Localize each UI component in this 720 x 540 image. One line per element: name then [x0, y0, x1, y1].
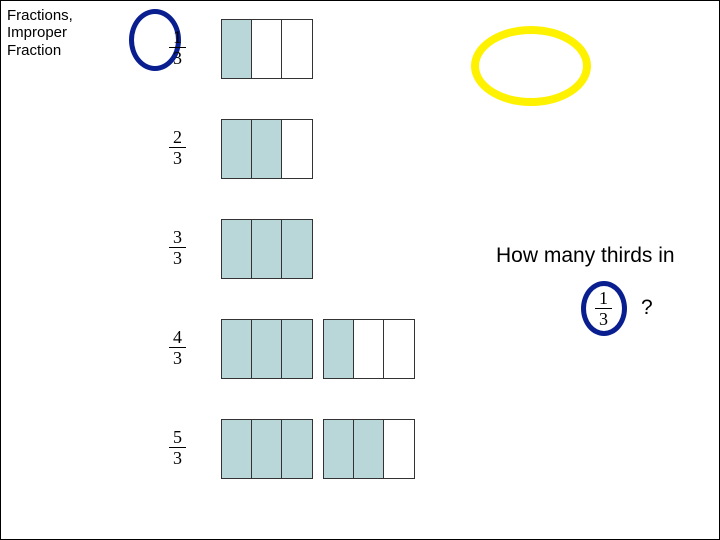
- cell-empty: [252, 20, 282, 78]
- bar-group: [221, 19, 313, 79]
- row-fraction-label: 53: [169, 428, 186, 469]
- cell-filled: [252, 420, 282, 478]
- fraction-numerator: 3: [169, 228, 186, 248]
- cell-filled: [354, 420, 384, 478]
- bar-group: [221, 319, 415, 379]
- fraction-denominator: 3: [169, 448, 186, 467]
- title-line1: Fractions,: [7, 7, 73, 24]
- cell-filled: [324, 420, 354, 478]
- cell-filled: [222, 20, 252, 78]
- cell-empty: [384, 420, 414, 478]
- fraction-bar: [221, 419, 313, 479]
- row-fraction-label: 23: [169, 128, 186, 169]
- row-fraction-label: 13: [169, 28, 186, 69]
- cell-filled: [252, 120, 282, 178]
- fraction-denominator: 3: [169, 48, 186, 67]
- bar-group: [221, 119, 313, 179]
- cell-empty: [384, 320, 414, 378]
- question-frac-den: 3: [595, 309, 612, 328]
- cell-filled: [222, 420, 252, 478]
- fraction-denominator: 3: [169, 248, 186, 267]
- bar-group: [221, 219, 313, 279]
- fraction-bar: [221, 219, 313, 279]
- cell-filled: [282, 220, 312, 278]
- title-line3: Fraction: [7, 42, 61, 59]
- fraction-denominator: 3: [169, 348, 186, 367]
- cell-filled: [282, 320, 312, 378]
- fraction-bar: [323, 319, 415, 379]
- fraction-numerator: 5: [169, 428, 186, 448]
- highlight-oval-yellow: [471, 26, 591, 106]
- cell-filled: [252, 220, 282, 278]
- fraction-numerator: 1: [169, 28, 186, 48]
- cell-empty: [354, 320, 384, 378]
- question-fraction: 1 3: [595, 289, 612, 330]
- page-title: Fractions, Improper Fraction: [7, 7, 73, 59]
- fraction-bar: [323, 419, 415, 479]
- question-frac-num: 1: [595, 289, 612, 309]
- bar-group: [221, 419, 415, 479]
- fraction-denominator: 3: [169, 148, 186, 167]
- title-line2: Improper: [7, 24, 67, 41]
- cell-filled: [324, 320, 354, 378]
- cell-filled: [222, 120, 252, 178]
- cell-filled: [222, 220, 252, 278]
- question-text: How many thirds in: [496, 244, 675, 268]
- cell-filled: [222, 320, 252, 378]
- row-fraction-label: 33: [169, 228, 186, 269]
- cell-filled: [282, 420, 312, 478]
- fraction-bar: [221, 319, 313, 379]
- cell-empty: [282, 20, 312, 78]
- fraction-bar: [221, 19, 313, 79]
- fraction-bar: [221, 119, 313, 179]
- cell-empty: [282, 120, 312, 178]
- question-mark: ?: [641, 296, 653, 320]
- cell-filled: [252, 320, 282, 378]
- fraction-numerator: 4: [169, 328, 186, 348]
- row-fraction-label: 43: [169, 328, 186, 369]
- fraction-numerator: 2: [169, 128, 186, 148]
